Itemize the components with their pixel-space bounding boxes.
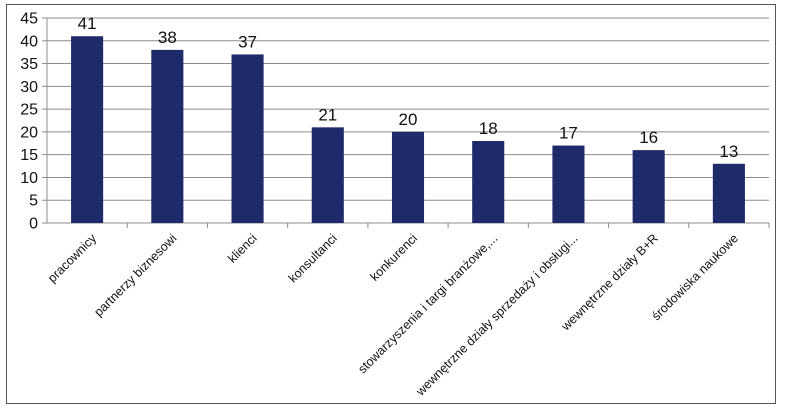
y-tick-label: 35 [20, 56, 38, 73]
y-tick-label: 20 [20, 124, 38, 141]
bar [391, 131, 425, 223]
data-label: 20 [399, 110, 418, 129]
bar-chart: 0 5 10 15 20 25 30 35 40 45 41 38 37 21 20 18 17 16 13 pr… [20, 11, 770, 399]
bar [71, 36, 104, 223]
bar [632, 150, 665, 223]
category-label: stowarzyszenia i targi branżowe,... [355, 231, 500, 376]
data-labels: 41 38 37 21 20 18 17 16 13 [78, 14, 739, 161]
category-label: konsultanci [286, 231, 340, 285]
bar [151, 49, 184, 224]
bar [712, 163, 745, 223]
data-label: 38 [158, 28, 177, 47]
y-tick-label: 40 [20, 33, 38, 50]
y-tick-label: 30 [20, 79, 38, 96]
y-tick-label: 45 [20, 11, 38, 28]
category-label: wewnętrzne działy sprzedaży i obsługi... [413, 231, 581, 399]
data-label: 18 [479, 119, 498, 138]
data-label: 13 [719, 142, 738, 161]
category-label: pracownicy [45, 231, 100, 286]
y-tick-label: 25 [20, 102, 38, 119]
chart-frame: 0 5 10 15 20 25 30 35 40 45 41 38 37 21 20 18 17 16 13 pr… [6, 4, 776, 404]
bar [552, 145, 585, 223]
data-label: 17 [559, 124, 578, 143]
data-label: 16 [639, 128, 658, 147]
data-label: 41 [78, 14, 97, 33]
bars [71, 36, 745, 224]
category-label: środowiska naukowe [649, 231, 741, 323]
category-label: partnerzy biznesowi [91, 231, 179, 319]
bar [231, 54, 264, 223]
y-tick-label: 0 [29, 216, 38, 233]
y-tick-label: 15 [20, 147, 38, 164]
y-tick-label: 5 [29, 193, 38, 210]
category-label: klienci [225, 231, 259, 265]
y-tick-labels: 0 5 10 15 20 25 30 35 40 45 [20, 11, 38, 233]
data-label: 21 [318, 105, 337, 124]
data-label: 37 [238, 32, 257, 51]
category-label: konkurenci [367, 231, 420, 284]
bar [311, 127, 344, 223]
bar [472, 141, 505, 223]
y-tick-label: 10 [20, 170, 38, 187]
